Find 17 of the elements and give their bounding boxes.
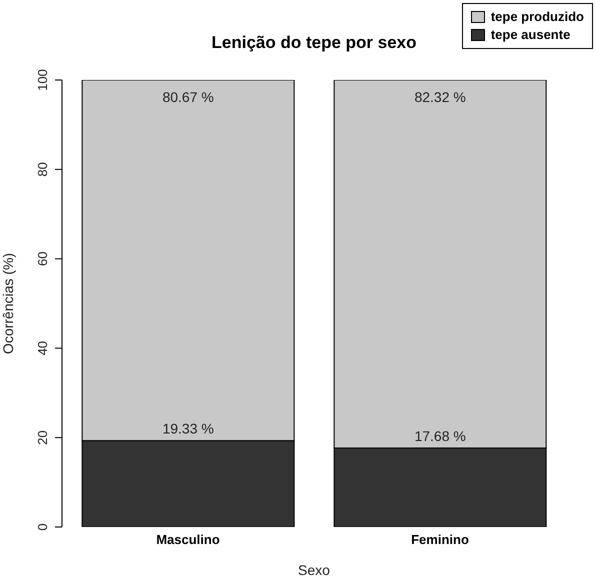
y-tick-label: 0 [35, 523, 50, 531]
y-tick-label: 80 [35, 162, 50, 177]
legend-label: tepe produzido [490, 8, 584, 26]
x-tick-label: Masculino [156, 532, 220, 548]
x-tick-label: Feminino [411, 532, 469, 548]
data-label: 19.33 % [162, 420, 214, 437]
y-tick-label: 40 [35, 340, 50, 356]
data-label: 17.68 % [414, 428, 466, 444]
x-axis-title: Sexo [298, 562, 330, 578]
legend-label: tepe ausente [490, 26, 572, 44]
y-axis-title: Ocorrências (%) [0, 252, 16, 354]
data-label: 82.32 % [414, 89, 466, 105]
data-label: 80.67 % [162, 89, 214, 105]
y-tick-label: 20 [35, 430, 50, 445]
y-tick-label: 60 [35, 252, 50, 266]
chart-title: Lenição do tepe por sexo [212, 33, 416, 52]
y-tick-label: 100 [35, 69, 50, 91]
